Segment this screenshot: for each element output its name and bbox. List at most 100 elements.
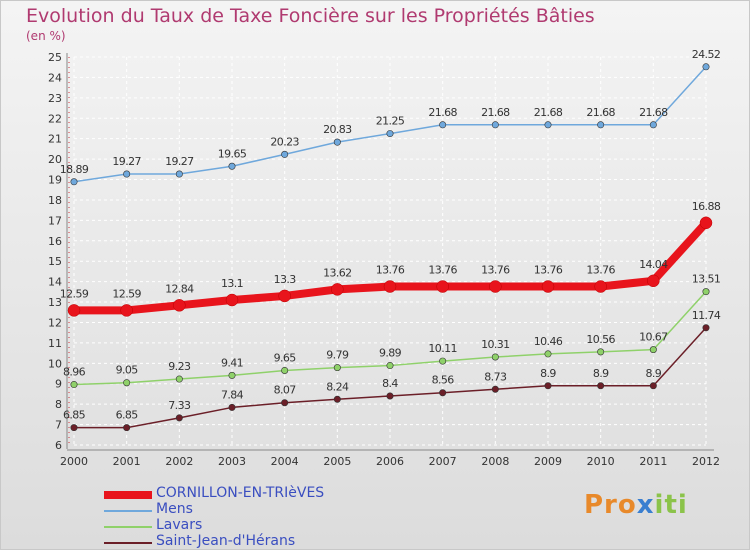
series-1-data-label-2000: 12.59: [60, 287, 89, 300]
series-0-point-2005: [333, 138, 341, 146]
series-2-point-2004: [281, 366, 289, 374]
legend-label-lavars: Lavars: [156, 517, 203, 533]
series-0-data-label-2001: 19.27: [112, 155, 141, 168]
series-3-point-2000: [70, 424, 78, 432]
y-tick-label-17: 17: [48, 214, 62, 227]
series-3-data-label-2005: 8.24: [326, 380, 349, 393]
series-2-data-label-2012: 13.51: [692, 273, 721, 286]
series-3-point-2002: [175, 414, 183, 422]
x-tick-label-2010: 2010: [587, 455, 615, 468]
series-1-point-2002: [173, 299, 186, 312]
series-3-data-label-2012: 11.74: [692, 309, 721, 322]
series-0-point-2010: [597, 121, 605, 129]
y-tick-label-6: 6: [55, 439, 62, 452]
logo-part-2: x: [636, 490, 655, 520]
y-tick-label-20: 20: [48, 153, 62, 166]
y-tick-label-22: 22: [48, 112, 62, 125]
series-2-point-2010: [597, 348, 605, 356]
series-0-data-label-2003: 19.65: [218, 147, 247, 160]
series-3-data-label-2000: 6.85: [63, 409, 86, 422]
series-2-data-label-2011: 10.67: [639, 331, 668, 344]
series-1-point-2007: [436, 280, 449, 293]
series-1-data-label-2006: 13.76: [376, 264, 405, 277]
series-3-data-label-2011: 8.9: [645, 367, 661, 380]
series-2-point-2000: [70, 381, 78, 389]
series-0-point-2008: [491, 121, 499, 129]
series-0-point-2007: [439, 121, 447, 129]
y-tick-label-16: 16: [48, 235, 62, 248]
series-1-data-label-2001: 12.59: [112, 287, 141, 300]
series-1-point-2001: [120, 304, 133, 317]
series-2-data-label-2008: 10.31: [481, 338, 510, 351]
series-0-data-label-2004: 20.23: [270, 135, 299, 148]
legend-swatch-saint-jean: [104, 542, 152, 544]
series-2-point-2005: [333, 364, 341, 372]
y-tick-label-8: 8: [55, 398, 62, 411]
logo-part-3: iti: [654, 490, 688, 520]
series-3-point-2010: [597, 382, 605, 390]
series-0-point-2000: [70, 178, 78, 186]
series-2-data-label-2001: 9.05: [116, 364, 139, 377]
series-1-point-2006: [383, 280, 397, 293]
series-3-point-2009: [544, 382, 552, 390]
series-3-point-2006: [386, 392, 394, 400]
series-2-data-label-2000: 8.96: [63, 366, 86, 379]
y-tick-label-23: 23: [48, 92, 62, 105]
series-1-data-label-2011: 14.04: [639, 258, 668, 271]
y-tick-label-25: 25: [48, 51, 62, 64]
series-2-point-2011: [649, 346, 657, 354]
series-3-data-label-2001: 6.85: [116, 409, 139, 422]
x-tick-label-2011: 2011: [639, 455, 667, 468]
series-0-point-2006: [386, 130, 394, 138]
series-0-data-label-2007: 21.68: [428, 106, 457, 119]
series-0-point-2011: [649, 121, 657, 129]
series-3-point-2008: [491, 385, 499, 393]
x-tick-label-2001: 2001: [113, 455, 141, 468]
series-2-point-2012: [702, 288, 710, 296]
logo-part-1: Pro: [584, 490, 637, 520]
series-2-point-2008: [491, 353, 499, 361]
proxiti-logo: Proxiti: [584, 490, 688, 520]
x-tick-label-2002: 2002: [165, 455, 193, 468]
y-tick-label-18: 18: [48, 194, 62, 207]
y-tick-label-9: 9: [55, 378, 62, 391]
x-tick-label-2009: 2009: [534, 455, 562, 468]
series-2-data-label-2006: 9.89: [379, 347, 402, 360]
series-1-data-label-2009: 13.76: [534, 264, 563, 277]
legend-label-mens: Mens: [156, 501, 193, 517]
series-0-point-2001: [123, 170, 131, 178]
series-3-point-2001: [123, 424, 131, 432]
series-1-point-2010: [594, 280, 607, 293]
legend-swatch-cornillon: [104, 491, 152, 499]
series-2-point-2007: [439, 357, 447, 365]
series-3-point-2005: [333, 395, 341, 403]
legend-label-cornillon: CORNILLON-EN-TRIèVES: [156, 485, 325, 501]
series-3-data-label-2003: 7.84: [221, 388, 244, 401]
series-1-data-label-2007: 13.76: [428, 264, 457, 277]
series-2-point-2006: [386, 362, 394, 370]
y-tick-label-21: 21: [48, 133, 62, 146]
series-0-data-label-2006: 21.25: [376, 115, 405, 128]
series-2-data-label-2010: 10.56: [586, 333, 615, 346]
series-2-data-label-2003: 9.41: [221, 356, 243, 369]
series-1-data-label-2002: 12.84: [165, 282, 194, 295]
series-0-point-2009: [544, 121, 552, 129]
series-3-data-label-2009: 8.9: [540, 367, 556, 380]
y-tick-label-11: 11: [48, 337, 62, 350]
series-0-point-2012: [702, 63, 710, 71]
series-1-data-label-2008: 13.76: [481, 264, 510, 277]
series-2-data-label-2009: 10.46: [534, 335, 563, 348]
series-1-point-2000: [67, 304, 81, 317]
series-3-data-label-2007: 8.56: [432, 374, 455, 387]
series-0-data-label-2008: 21.68: [481, 106, 510, 119]
legend-swatch-mens: [104, 510, 152, 512]
series-0-data-label-2000: 18.89: [60, 163, 89, 176]
series-1-point-2004: [278, 289, 291, 303]
y-tick-label-7: 7: [55, 419, 62, 432]
chart-title: Evolution du Taux de Taxe Foncière sur l…: [26, 5, 595, 27]
series-1-point-2003: [225, 293, 239, 307]
series-0-data-label-2002: 19.27: [165, 155, 194, 168]
series-0-data-label-2005: 20.83: [323, 123, 352, 136]
series-3-point-2012: [702, 324, 710, 332]
